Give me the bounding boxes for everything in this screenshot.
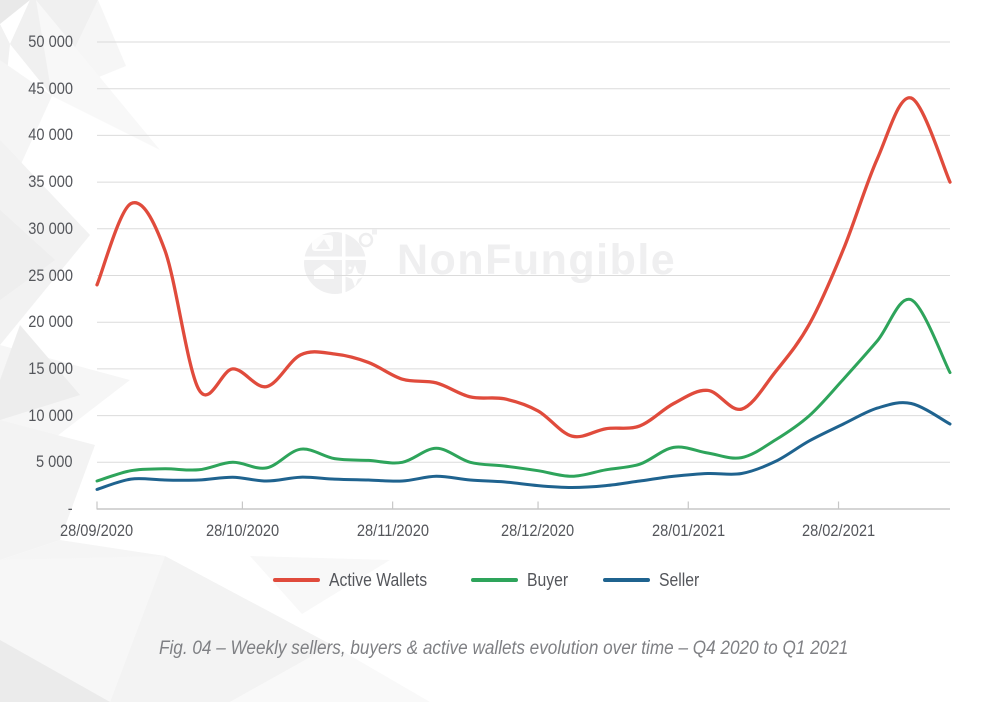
series-line-seller [95,401,952,491]
legend-item-active-wallets: Active Wallets [272,569,444,591]
nonfungible-logo-icon [302,227,377,299]
series-line-buyer [95,297,952,483]
figure-caption: Fig. 04 – Weekly sellers, buyers & activ… [0,637,1007,660]
legend-label-active-wallets: Active Wallets [328,569,428,590]
legend-item-buyer: Buyer [471,569,575,591]
legend-item-seller: Seller [602,569,706,591]
legend-label-seller: Seller [658,569,699,590]
chart-legend: Active Wallets Buyer Seller [0,569,979,591]
series-line-active-wallets [95,96,952,439]
legend-swatch-buyer [471,578,519,582]
legend-label-buyer: Buyer [527,569,569,590]
figure-caption-text: Fig. 04 – Weekly sellers, buyers & activ… [158,637,849,659]
legend-swatch-seller [602,578,650,582]
legend-swatch-active-wallets [272,578,320,582]
